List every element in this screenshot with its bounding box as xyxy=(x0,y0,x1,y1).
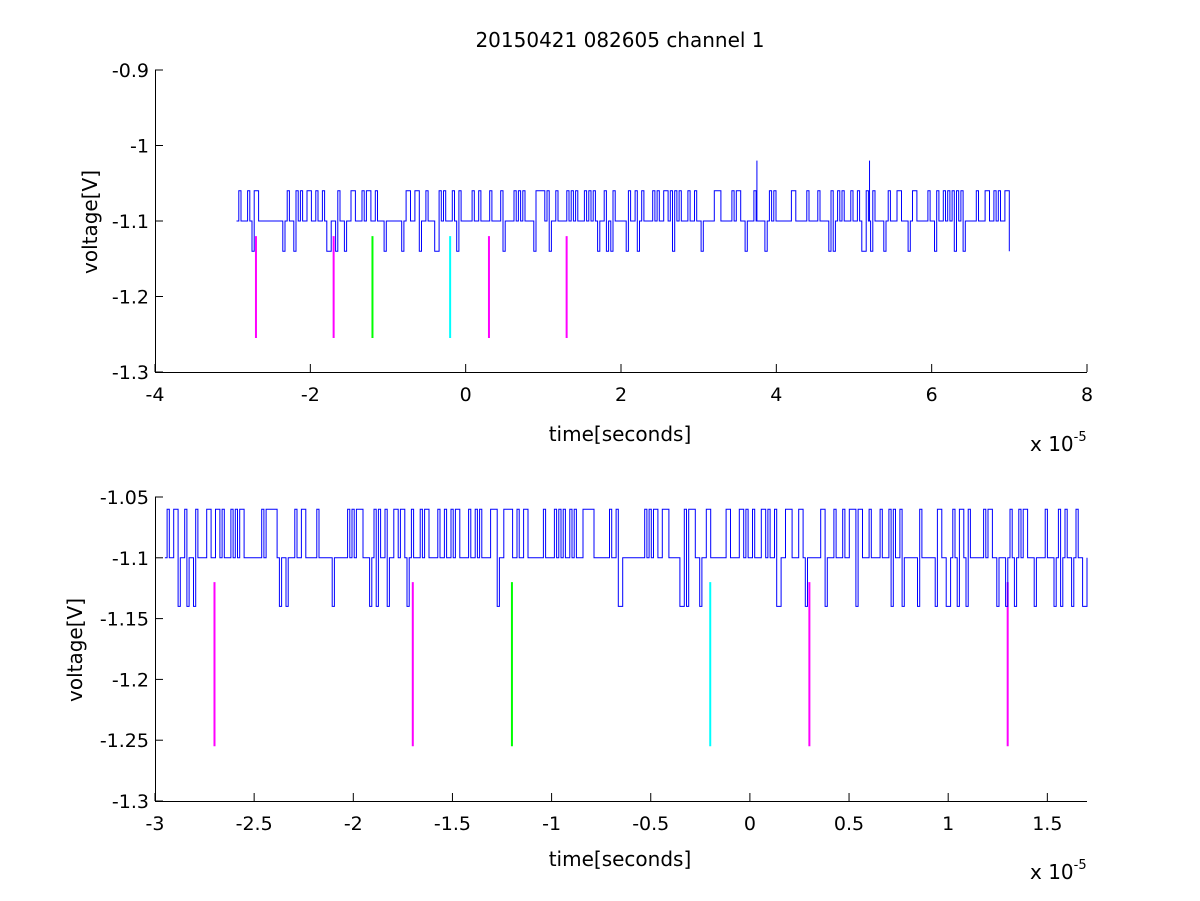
bottom-y-tick-label: -1.2 xyxy=(112,669,149,691)
bottom-x-tick-label: -1 xyxy=(542,813,561,835)
top-plot-y-ticks: -1.3 -1.2 -1.1 -1 -0.9 xyxy=(112,60,163,384)
top-y-tick-label: -0.9 xyxy=(112,60,149,82)
top-x-tick-label: 4 xyxy=(770,384,782,406)
bottom-y-tick-label: -1.25 xyxy=(100,730,149,752)
bottom-plot-markers xyxy=(213,582,1009,747)
bottom-y-tick-label: -1.05 xyxy=(100,487,149,509)
bottom-plot-x-ticks: -3 -2.5 -2 -1.5 -1 -0.5 0 0.5 1 1.5 xyxy=(146,793,1062,835)
top-x-tick-label: -4 xyxy=(146,384,165,406)
bottom-x-tick-label: -0.5 xyxy=(632,813,669,835)
top-y-tick-label: -1.1 xyxy=(112,211,149,233)
top-plot-markers xyxy=(254,236,568,339)
top-signal-trace xyxy=(236,190,1010,252)
bottom-plot-x-label: time[seconds] xyxy=(549,847,692,871)
chart-title: 20150421 082605 channel 1 xyxy=(475,28,764,52)
top-plot-x-label: time[seconds] xyxy=(549,422,692,446)
top-x-tick-label: 2 xyxy=(615,384,627,406)
top-plot-x-ticks: -4 -2 0 2 4 6 8 xyxy=(146,364,1093,406)
top-plot-x-multiplier-exponent: -5 xyxy=(1074,430,1087,445)
bottom-x-tick-label: 0.5 xyxy=(834,813,864,835)
bottom-plot-signal xyxy=(164,508,1088,607)
top-plot: -4 -2 0 2 4 6 8 -1.3 -1.2 -1.1 -1 -0.9 time[second… xyxy=(78,60,1093,456)
bottom-y-tick-label: -1.3 xyxy=(112,791,149,813)
top-plot-y-label: voltage[V] xyxy=(78,170,102,274)
bottom-x-tick-label: -2 xyxy=(344,813,363,835)
bottom-plot: -3 -2.5 -2 -1.5 -1 -0.5 0 0.5 1 1.5 -1.3 -1.25 -1.2… xyxy=(63,487,1088,884)
bottom-y-tick-label: -1.15 xyxy=(100,609,149,631)
bottom-x-tick-label: -3 xyxy=(146,813,165,835)
bottom-plot-y-label: voltage[V] xyxy=(63,598,87,702)
top-x-tick-label: 6 xyxy=(926,384,938,406)
bottom-plot-x-multiplier: x 10-5 xyxy=(1030,858,1087,884)
top-x-tick-label: 0 xyxy=(460,384,472,406)
top-plot-x-multiplier-base: x 10 xyxy=(1030,432,1074,456)
top-y-tick-label: -1.2 xyxy=(112,287,149,309)
bottom-x-tick-label: 1 xyxy=(942,813,954,835)
top-plot-x-multiplier: x 10-5 xyxy=(1030,430,1087,456)
bottom-x-tick-label: -2.5 xyxy=(236,813,273,835)
bottom-x-tick-label: -1.5 xyxy=(434,813,471,835)
bottom-plot-y-ticks: -1.3 -1.25 -1.2 -1.15 -1.1 -1.05 xyxy=(100,487,163,813)
top-x-tick-label: -2 xyxy=(301,384,320,406)
bottom-y-tick-label: -1.1 xyxy=(112,548,149,570)
top-y-tick-label: -1.3 xyxy=(112,362,149,384)
top-x-tick-label: 8 xyxy=(1081,384,1093,406)
bottom-plot-x-multiplier-base: x 10 xyxy=(1030,860,1074,884)
bottom-x-tick-label: 0 xyxy=(744,813,756,835)
top-y-tick-label: -1 xyxy=(130,136,149,158)
bottom-plot-x-multiplier-exponent: -5 xyxy=(1074,858,1087,873)
top-plot-signal xyxy=(236,160,1010,252)
bottom-x-tick-label: 1.5 xyxy=(1032,813,1062,835)
bottom-signal-trace xyxy=(164,508,1088,607)
